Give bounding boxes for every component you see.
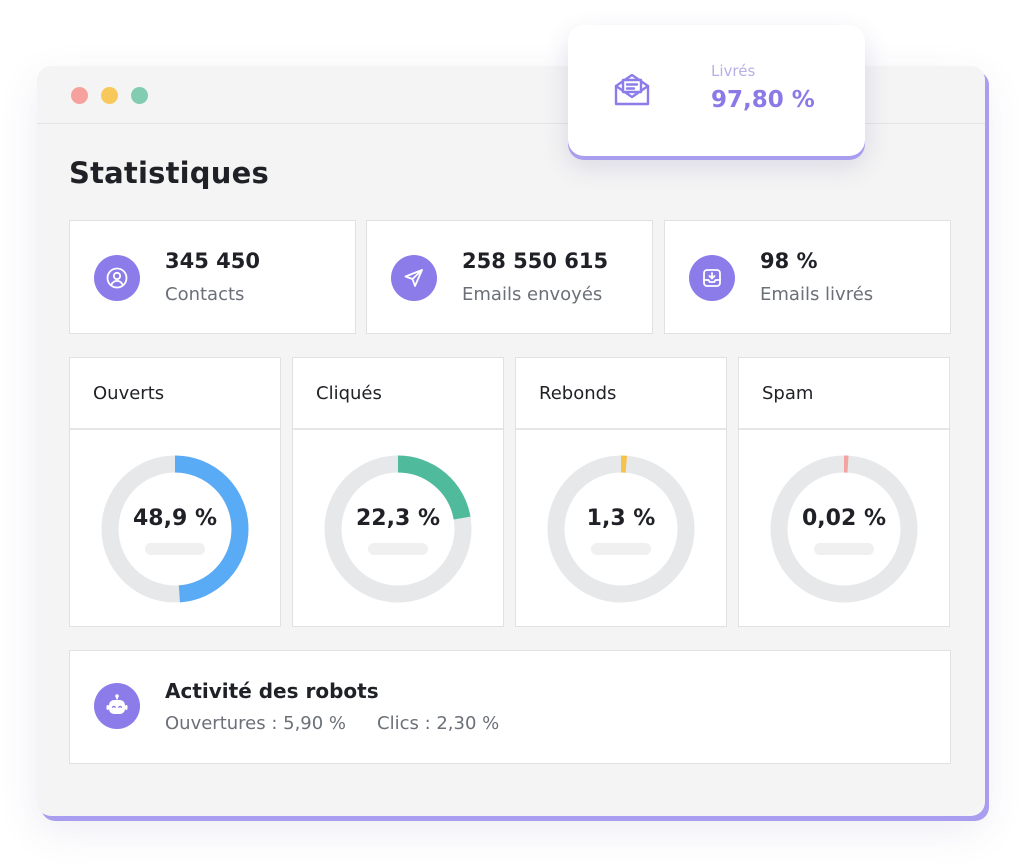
donut-arc-rebonds <box>547 455 695 603</box>
delivered-value: 97,80 % <box>711 87 815 113</box>
window-close-dot[interactable] <box>71 87 88 104</box>
window-maximize-dot[interactable] <box>131 87 148 104</box>
donut-spam: 0,02 % <box>768 453 920 605</box>
robots-clicks: Clics : 2,30 % <box>377 713 500 734</box>
stat-card-emails-delivered: 98 % Emails livrés <box>664 220 951 334</box>
stat-label-emails-sent: Emails envoyés <box>462 284 603 305</box>
inbox-download-icon <box>689 255 735 301</box>
donut-value-rebonds: 1,3 % <box>586 506 656 531</box>
donut-placeholder-bar <box>145 543 205 555</box>
robots-activity-card: Activité des robots Ouvertures : 5,90 % … <box>69 650 951 764</box>
donut-cliques: 22,3 % <box>322 453 474 605</box>
rate-card-spam: Spam 0,02 % <box>738 357 950 627</box>
donut-placeholder-bar <box>591 543 651 555</box>
stat-card-emails-sent: 258 550 615 Emails envoyés <box>366 220 653 334</box>
window-minimize-dot[interactable] <box>101 87 118 104</box>
robots-openings: Ouvertures : 5,90 % <box>165 713 347 734</box>
donut-value-ouverts: 48,9 % <box>133 506 217 531</box>
donut-arc-cliques <box>324 455 472 603</box>
statistics-window: Statistiques 345 450 Contacts 258 550 61… <box>37 66 985 816</box>
donut-arc-ouverts <box>101 455 249 603</box>
stat-value-emails-sent: 258 550 615 <box>462 249 609 273</box>
stat-value-contacts: 345 450 <box>165 249 260 273</box>
stat-label-contacts: Contacts <box>165 284 245 305</box>
delivered-card: Livrés 97,80 % <box>568 25 865 156</box>
rate-title-ouverts: Ouverts <box>70 358 280 430</box>
send-icon <box>391 255 437 301</box>
rate-title-cliques: Cliqués <box>293 358 503 430</box>
rate-card-rebonds: Rebonds 1,3 % <box>515 357 727 627</box>
window-titlebar <box>37 66 985 124</box>
rate-title-spam: Spam <box>739 358 949 430</box>
user-circle-icon <box>94 255 140 301</box>
donut-arc-spam <box>770 455 918 603</box>
rate-card-ouverts: Ouverts 48,9 % <box>69 357 281 627</box>
donut-ouverts: 48,9 % <box>99 453 251 605</box>
donut-placeholder-bar <box>814 543 874 555</box>
stat-value-emails-delivered: 98 % <box>760 249 818 273</box>
donut-placeholder-bar <box>368 543 428 555</box>
donut-rebonds: 1,3 % <box>545 453 697 605</box>
open-envelope-icon <box>612 70 652 114</box>
stat-label-emails-delivered: Emails livrés <box>760 284 874 305</box>
donut-value-spam: 0,02 % <box>802 506 886 531</box>
delivered-label: Livrés <box>711 62 756 80</box>
rate-card-cliques: Cliqués 22,3 % <box>292 357 504 627</box>
robot-icon <box>94 683 140 729</box>
page-title: Statistiques <box>69 156 269 190</box>
donut-value-cliques: 22,3 % <box>356 506 440 531</box>
rate-title-rebonds: Rebonds <box>516 358 726 430</box>
stat-card-contacts: 345 450 Contacts <box>69 220 356 334</box>
robots-activity-title: Activité des robots <box>165 679 379 703</box>
